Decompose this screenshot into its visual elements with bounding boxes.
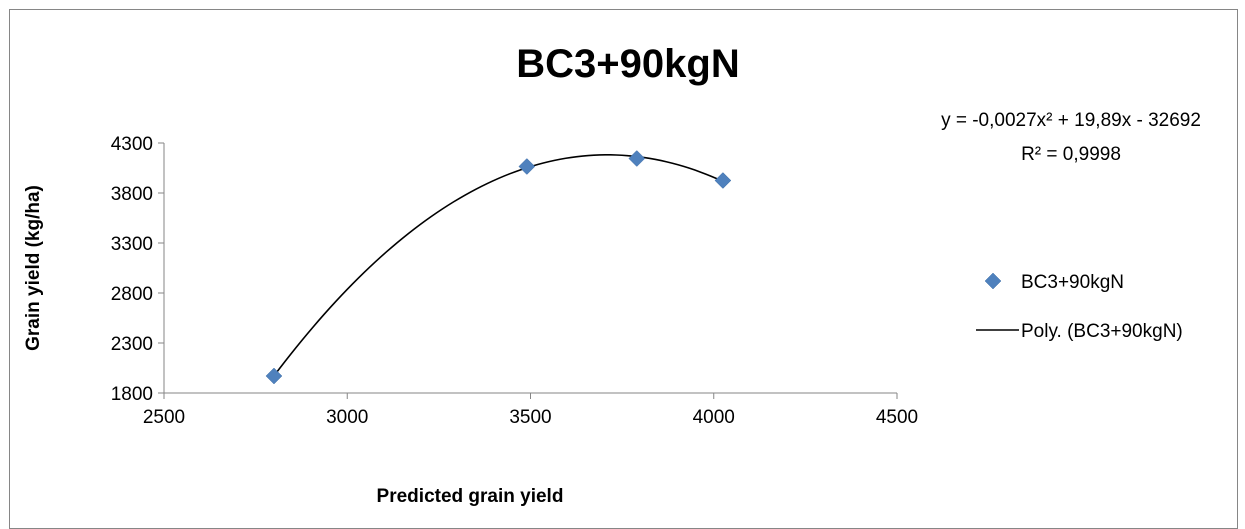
y-tick-label: 2800 [111,284,153,305]
data-point [628,150,646,167]
y-tick-label: 3300 [111,234,153,255]
legend-label-series: BC3+90kgN [1021,272,1124,293]
y-tick-label: 3800 [111,184,153,205]
legend-label-trendline: Poly. (BC3+90kgN) [1021,321,1183,342]
axes [163,143,897,394]
chart-svg: BC3+90kgN y = -0,0027x² + 19,89x - 32692… [23,42,1201,507]
data-point [265,367,283,385]
legend: BC3+90kgN Poly. (BC3+90kgN) [976,272,1183,342]
y-tick-label: 4300 [111,134,153,155]
x-tick-label: 3000 [326,407,368,428]
chart-title: BC3+90kgN [516,42,739,86]
y-axis-title: Grain yield (kg/ha) [23,185,44,351]
x-tick-label: 4000 [693,407,735,428]
y-tick-label: 2300 [111,334,153,355]
trendline-equation-text: y = -0,0027x² + 19,89x - 32692 [941,110,1201,131]
data-point [518,158,536,175]
x-tick-label: 2500 [143,407,185,428]
x-tick-label: 4500 [876,407,918,428]
x-tick-label: 3500 [509,407,551,428]
data-point [714,172,732,189]
y-tick-label: 1800 [111,384,153,405]
trendline-equation: y = -0,0027x² + 19,89x - 32692 [941,110,1201,131]
trendline-curve [273,154,724,377]
chart-frame [9,9,1238,529]
x-axis-title: Predicted grain yield [377,486,564,507]
trendline-r-squared: R² = 0,9998 [1021,144,1121,165]
data-points [265,150,732,385]
x-ticks: 2500 3000 3500 4000 4500 [143,393,918,428]
y-ticks: 1800 2300 2800 3300 3800 4300 [111,134,164,405]
legend-marker-diamond [984,272,1002,290]
